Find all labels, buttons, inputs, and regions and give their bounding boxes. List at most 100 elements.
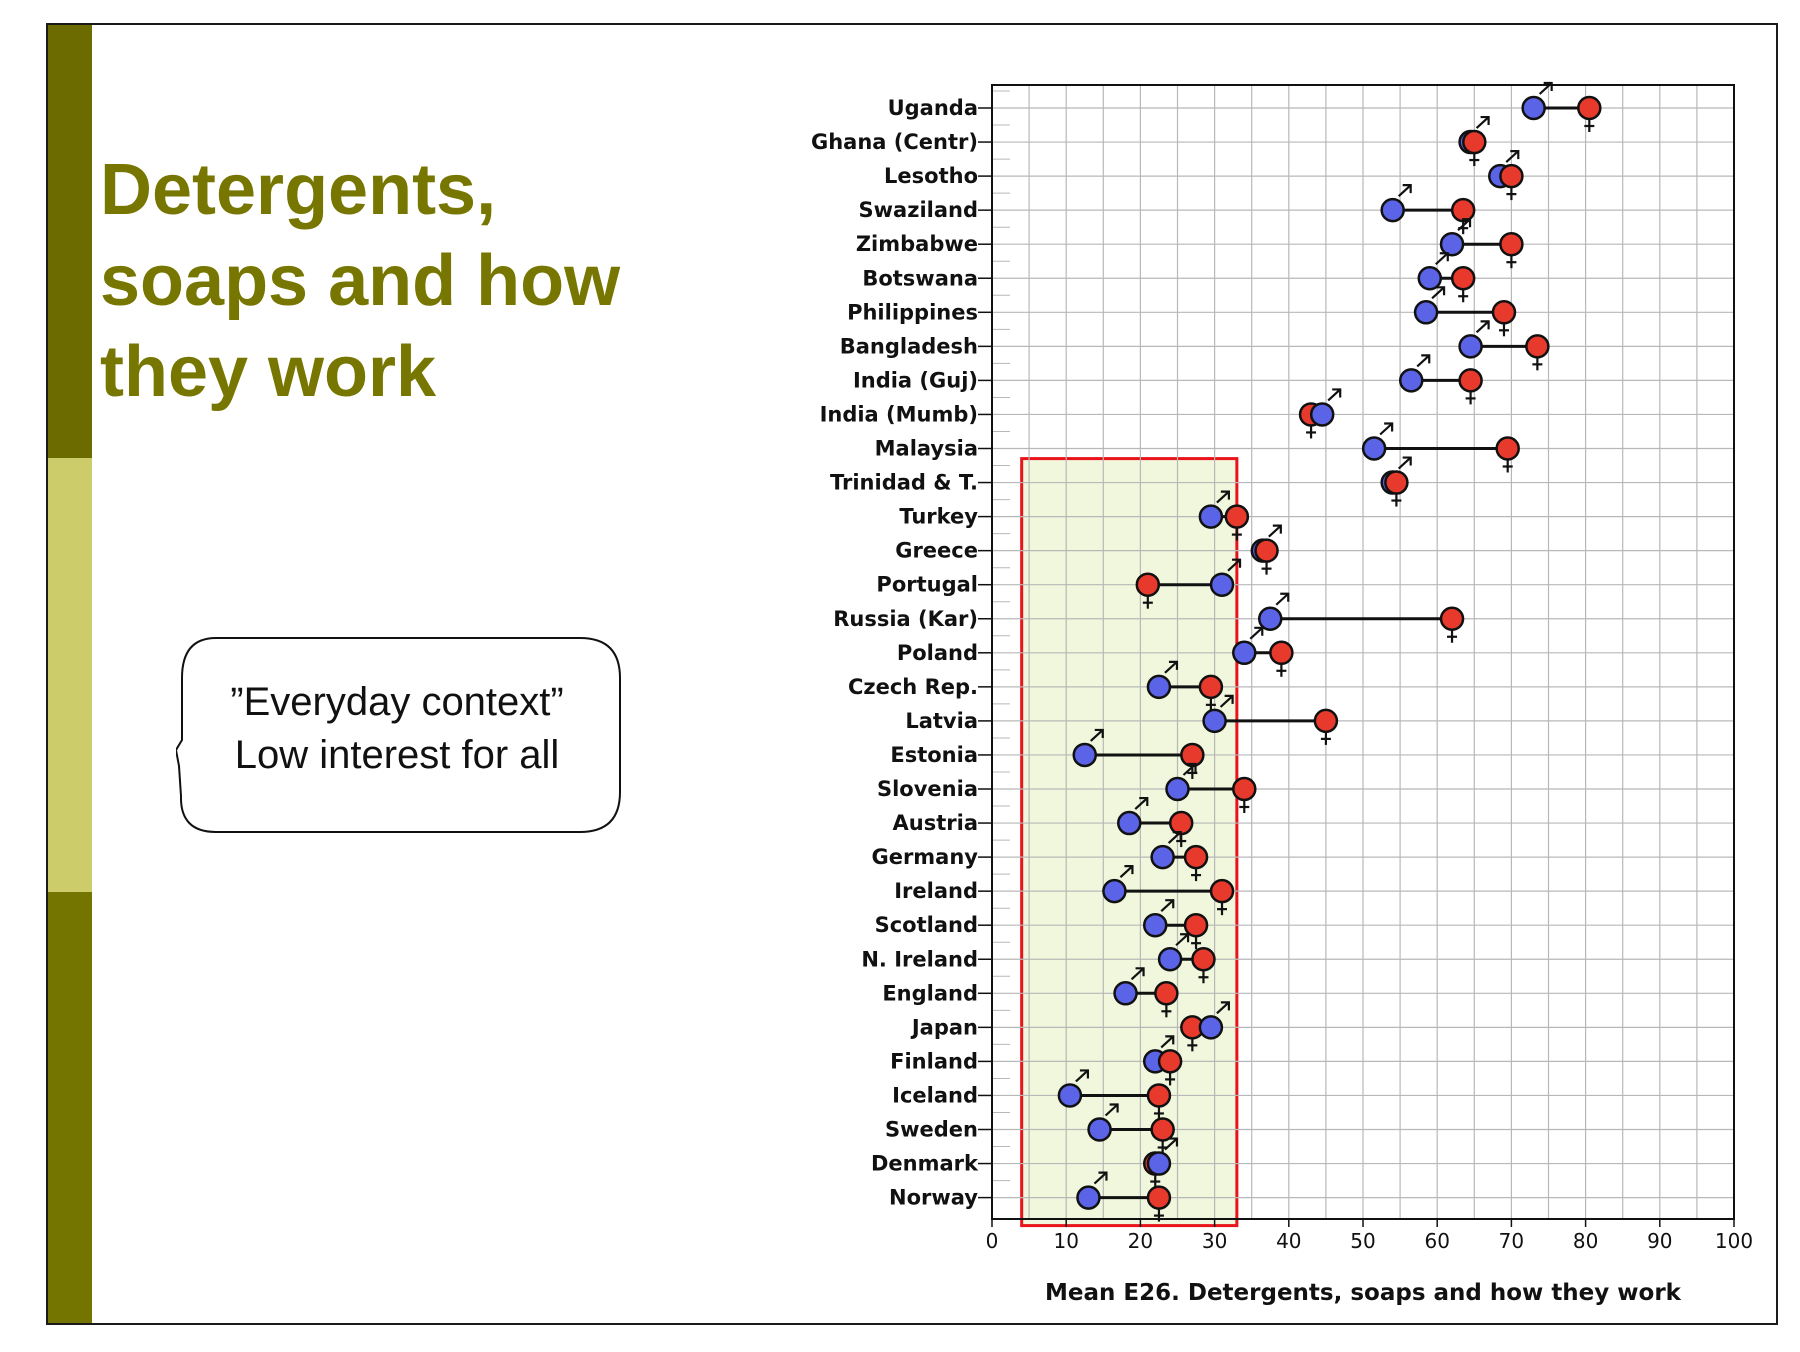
side-bar-middle (48, 458, 92, 892)
male-symbol (1268, 524, 1282, 538)
female-symbol (1502, 459, 1513, 473)
category-label: Denmark (871, 1152, 979, 1176)
category-label: Norway (889, 1186, 978, 1210)
category-label: Finland (890, 1049, 978, 1073)
female-point (1269, 640, 1294, 666)
highlight-region (1020, 457, 1239, 1228)
male-point (1165, 776, 1190, 802)
female-symbol (1231, 527, 1242, 541)
male-symbol (1435, 252, 1449, 266)
callout-line: ”Everyday context” (230, 680, 564, 724)
callout-text: ”Everyday context” Low interest for all (176, 676, 618, 782)
male-symbol (1160, 899, 1175, 913)
category-label: Uganda (888, 96, 978, 120)
male-symbol (1075, 1069, 1090, 1083)
category-label: Trinidad & T. (830, 471, 978, 495)
male-symbol (1538, 81, 1553, 95)
slide-title-line: they work (100, 332, 437, 412)
x-tick-label: 100 (1715, 1229, 1753, 1253)
male-symbol (1327, 388, 1342, 402)
category-label: Japan (910, 1015, 978, 1039)
x-axis-label: Mean E26. Detergents, soaps and how they… (1045, 1280, 1682, 1306)
category-label: Turkey (899, 505, 978, 529)
female-point (1313, 708, 1339, 734)
x-tick-label: 70 (1499, 1229, 1524, 1253)
x-tick-label: 80 (1573, 1229, 1598, 1253)
male-symbol (1104, 1103, 1119, 1117)
male-point (1117, 810, 1142, 836)
female-point (1384, 470, 1409, 495)
male-symbol (1130, 967, 1145, 981)
male-symbol (1134, 796, 1149, 810)
male-point (1413, 300, 1439, 325)
male-symbol (1090, 728, 1104, 742)
category-label: India (Guj) (853, 368, 978, 392)
male-symbol (1167, 830, 1182, 844)
male-point (1458, 334, 1483, 359)
female-symbol (1261, 561, 1272, 575)
slide-title-line: Detergents, (100, 150, 497, 230)
category-label: Estonia (890, 743, 978, 767)
x-tick-label: 20 (1128, 1229, 1153, 1253)
male-point (1202, 708, 1227, 734)
male-point (1198, 1015, 1224, 1040)
female-point (1198, 674, 1224, 700)
male-point (1232, 640, 1257, 666)
female-symbol (1239, 800, 1250, 813)
female-symbol (1205, 697, 1216, 711)
male-symbol (1164, 660, 1179, 674)
female-point (1180, 742, 1205, 768)
male-symbol (1397, 184, 1412, 197)
male-point (1087, 1117, 1112, 1142)
female-point (1183, 912, 1209, 938)
male-point (1102, 878, 1127, 904)
female-symbol (1276, 663, 1287, 677)
category-label: Sweden (885, 1118, 978, 1142)
female-point (1224, 504, 1250, 529)
male-point (1258, 606, 1283, 631)
male-point (1076, 1185, 1101, 1210)
male-point (1072, 742, 1097, 768)
male-point (1417, 266, 1443, 291)
slide-title: Detergents, soaps and how they work (100, 145, 720, 418)
x-tick-label: 90 (1647, 1229, 1672, 1253)
female-symbol (1532, 357, 1543, 371)
female-point (1157, 1049, 1183, 1074)
female-point (1462, 129, 1487, 155)
female-point (1146, 1185, 1172, 1210)
female-point (1254, 538, 1279, 563)
male-symbol (1093, 1171, 1108, 1185)
female-point (1577, 95, 1602, 121)
side-bar-bottom (48, 892, 92, 1323)
x-tick-label: 60 (1424, 1229, 1449, 1253)
female-point (1450, 197, 1476, 223)
category-label: Malaysia (875, 437, 978, 461)
female-point (1154, 981, 1179, 1006)
data-marks (1057, 81, 1602, 1222)
male-symbol (1227, 558, 1242, 572)
male-symbol (1160, 1035, 1175, 1049)
x-tick-label: 0 (986, 1229, 999, 1253)
x-tick-label: 40 (1276, 1229, 1301, 1253)
female-point (1150, 1117, 1175, 1142)
x-tick-labels: 0 10 20 30 40 50 60 70 80 90 100 (986, 1219, 1753, 1253)
female-symbol (1391, 493, 1402, 507)
female-point (1183, 844, 1209, 870)
callout-box (176, 637, 621, 833)
female-symbol (1498, 323, 1509, 337)
male-point (1309, 402, 1335, 427)
x-tick-label: 50 (1350, 1229, 1375, 1253)
female-point (1146, 1083, 1172, 1108)
male-symbol (1164, 1137, 1179, 1151)
male-symbol (1379, 422, 1394, 436)
female-symbol (1320, 731, 1331, 745)
male-point (1398, 368, 1424, 393)
male-symbol (1505, 150, 1520, 163)
male-symbol (1457, 218, 1472, 232)
male-symbol (1219, 694, 1234, 708)
category-label: Germany (871, 845, 978, 869)
female-symbol (1150, 1174, 1161, 1188)
female-symbol (1465, 391, 1476, 405)
female-point (1168, 810, 1194, 836)
